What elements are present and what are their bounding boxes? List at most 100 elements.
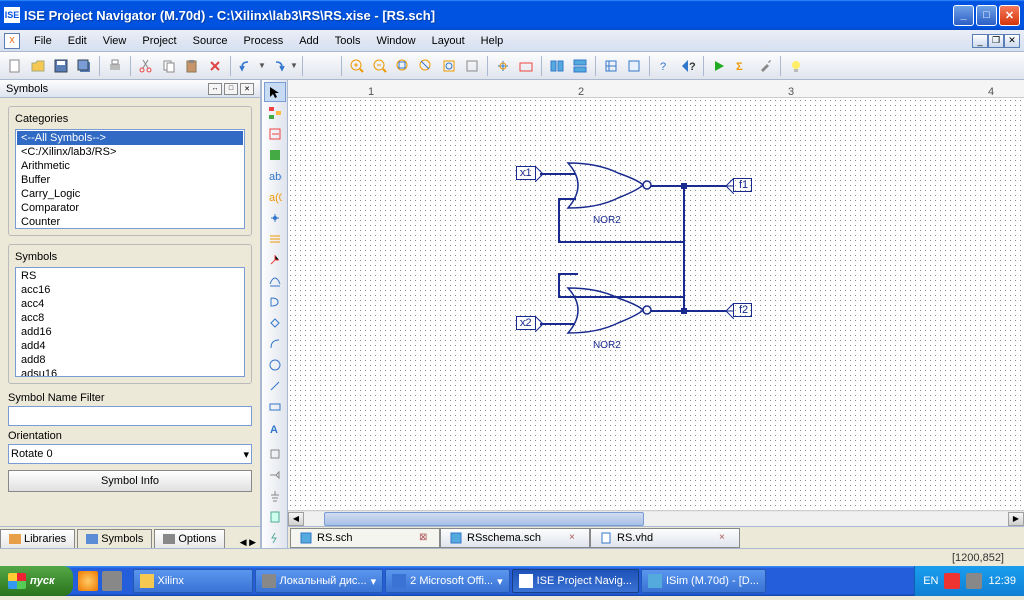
list-item[interactable]: acc4 <box>17 297 243 311</box>
mdi-minimize[interactable]: _ <box>972 34 988 48</box>
mdi-close[interactable]: ✕ <box>1004 34 1020 48</box>
undo-button[interactable] <box>235 55 257 77</box>
zoom-in-button[interactable] <box>346 55 368 77</box>
saveall-button[interactable] <box>73 55 95 77</box>
wire[interactable] <box>558 198 576 200</box>
tab-close-button[interactable]: × <box>569 532 581 544</box>
list-item[interactable]: add4 <box>17 339 243 353</box>
list-item[interactable]: acc16 <box>17 283 243 297</box>
list-item[interactable]: Counter <box>17 215 243 229</box>
pin-f1[interactable]: f1 <box>733 178 752 192</box>
nor-gate-2[interactable] <box>563 283 658 338</box>
tab-options[interactable]: Options <box>154 529 225 548</box>
menu-file[interactable]: File <box>26 33 60 49</box>
list-item[interactable]: acc8 <box>17 311 243 325</box>
clock[interactable]: 12:39 <box>988 575 1016 587</box>
task-button[interactable]: Локальный дис...▾ <box>255 569 384 593</box>
menu-add[interactable]: Add <box>291 33 327 49</box>
pin-f2[interactable]: f2 <box>733 303 752 317</box>
scroll-thumb[interactable] <box>324 512 644 526</box>
paste-button[interactable] <box>181 55 203 77</box>
scroll-right-button[interactable]: ▶ <box>1008 512 1024 526</box>
wire[interactable] <box>558 198 560 243</box>
float-button[interactable] <box>600 55 622 77</box>
minimize-button[interactable]: _ <box>953 5 974 26</box>
ground-tool[interactable] <box>264 486 286 506</box>
copy-button[interactable] <box>158 55 180 77</box>
maximize-button[interactable]: □ <box>976 5 997 26</box>
orientation-select[interactable]: Rotate 0 ▾ <box>8 444 252 464</box>
bus-tool[interactable] <box>264 229 286 249</box>
menu-source[interactable]: Source <box>185 33 236 49</box>
menu-tools[interactable]: Tools <box>327 33 369 49</box>
wire[interactable] <box>651 310 726 312</box>
open-button[interactable] <box>27 55 49 77</box>
reset-layout-button[interactable] <box>623 55 645 77</box>
power-tool[interactable] <box>264 250 286 270</box>
filter-input[interactable] <box>8 406 252 426</box>
print-button[interactable] <box>104 55 126 77</box>
doc-tab[interactable]: RS.vhd × <box>590 528 740 548</box>
quicklaunch-icon[interactable] <box>102 571 122 591</box>
tools-button[interactable] <box>754 55 776 77</box>
wire[interactable] <box>540 173 575 175</box>
sheet-tool[interactable] <box>264 507 286 527</box>
zoom-page-button[interactable] <box>461 55 483 77</box>
wire[interactable] <box>540 323 575 325</box>
doc-tab[interactable]: RS.sch ⊠ <box>290 528 440 548</box>
list-item[interactable]: <--All Symbols--> <box>17 131 243 145</box>
tab-close-button[interactable]: × <box>719 532 731 544</box>
wire[interactable] <box>558 273 578 275</box>
new-button[interactable] <box>4 55 26 77</box>
check-tool[interactable] <box>264 124 286 144</box>
tab-libraries[interactable]: Libraries <box>0 529 75 548</box>
zoom-out-button[interactable] <box>369 55 391 77</box>
arc-tool[interactable] <box>264 334 286 354</box>
symbol-tool[interactable] <box>264 313 286 333</box>
menu-project[interactable]: Project <box>134 33 184 49</box>
menu-process[interactable]: Process <box>235 33 291 49</box>
errors-button[interactable] <box>515 55 537 77</box>
tap-tool[interactable] <box>264 271 286 291</box>
hierarchy-tool[interactable] <box>264 103 286 123</box>
mdi-restore[interactable]: ❐ <box>988 34 1004 48</box>
tab-close-button[interactable]: ⊠ <box>419 532 431 544</box>
menu-window[interactable]: Window <box>368 33 423 49</box>
gate-tool[interactable] <box>264 292 286 312</box>
categories-list[interactable]: <--All Symbols--> <C:/Xilinx/lab3/RS> Ar… <box>15 129 245 229</box>
task-button[interactable]: Xilinx <box>133 569 253 593</box>
label-tool[interactable]: A <box>264 418 286 438</box>
chrome-icon[interactable] <box>78 571 98 591</box>
list-item[interactable]: add16 <box>17 325 243 339</box>
nor-gate-1[interactable] <box>563 158 658 213</box>
idea-button[interactable] <box>785 55 807 77</box>
doc-tab[interactable]: RSschema.sch × <box>440 528 590 548</box>
help-button[interactable]: ? <box>677 55 699 77</box>
list-item[interactable]: adsu16 <box>17 367 243 377</box>
rect-tool[interactable] <box>264 397 286 417</box>
marker-tool[interactable] <box>264 145 286 165</box>
menu-edit[interactable]: Edit <box>60 33 95 49</box>
list-item[interactable]: Comparator <box>17 201 243 215</box>
redo-button[interactable] <box>267 55 289 77</box>
whats-this-button[interactable]: ? <box>654 55 676 77</box>
pin-x1[interactable]: x1 <box>516 166 536 180</box>
summary-button[interactable]: Σ <box>731 55 753 77</box>
text-tool[interactable]: abc <box>264 166 286 186</box>
wire[interactable] <box>651 185 726 187</box>
delete-button[interactable] <box>204 55 226 77</box>
wire[interactable] <box>558 241 685 243</box>
list-item[interactable]: <C:/Xilinx/lab3/RS> <box>17 145 243 159</box>
list-item[interactable]: add8 <box>17 353 243 367</box>
schematic-canvas[interactable]: NOR2 NOR2 x1 x2 f1 f2 <box>288 98 1024 510</box>
cut-button[interactable] <box>135 55 157 77</box>
menu-help[interactable]: Help <box>473 33 512 49</box>
panel-float-button[interactable]: ↔ <box>208 83 222 95</box>
wire[interactable] <box>683 241 685 298</box>
circle-tool[interactable] <box>264 355 286 375</box>
menu-view[interactable]: View <box>95 33 135 49</box>
start-button[interactable]: пуск <box>0 566 73 596</box>
symbol-info-button[interactable]: Symbol Info <box>8 470 252 492</box>
wire[interactable] <box>558 296 685 298</box>
wire[interactable] <box>558 273 560 298</box>
